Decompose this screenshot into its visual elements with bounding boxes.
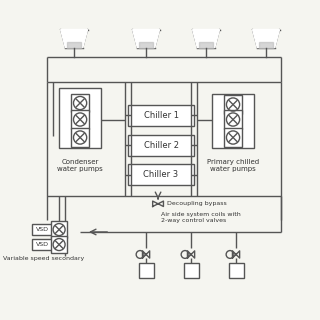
Text: Decoupling bypass: Decoupling bypass [167,201,227,206]
Bar [71,110,89,129]
Bar [51,236,68,253]
Text: Chiller 3: Chiller 3 [143,171,179,180]
Bar [228,263,244,278]
Text: Primary chilled
water pumps: Primary chilled water pumps [207,158,259,172]
Bar [71,94,89,112]
Polygon shape [67,42,81,48]
Bar [128,134,194,156]
Bar [128,105,194,125]
Text: VSD: VSD [36,227,49,232]
Bar [128,164,194,186]
Text: Variable speed secondary: Variable speed secondary [4,256,85,261]
Text: Condenser
water pumps: Condenser water pumps [57,158,103,172]
Bar [224,128,242,147]
Polygon shape [252,29,279,48]
Bar [71,128,89,147]
Polygon shape [60,29,88,48]
Text: Chiller 2: Chiller 2 [144,140,179,149]
Polygon shape [193,29,220,48]
Bar [32,239,52,250]
Polygon shape [132,29,160,48]
Text: Chiller 1: Chiller 1 [144,110,179,119]
Bar [212,94,254,148]
Bar [51,221,68,238]
Polygon shape [139,42,153,48]
Bar [32,224,52,235]
Polygon shape [199,42,213,48]
Bar [224,95,242,114]
Text: Air side system coils with
2-way control valves: Air side system coils with 2-way control… [161,212,241,223]
Bar [184,263,198,278]
Bar [139,263,154,278]
Text: VSD: VSD [36,242,49,247]
Bar [224,110,242,129]
Polygon shape [259,42,273,48]
Bar [59,88,101,148]
